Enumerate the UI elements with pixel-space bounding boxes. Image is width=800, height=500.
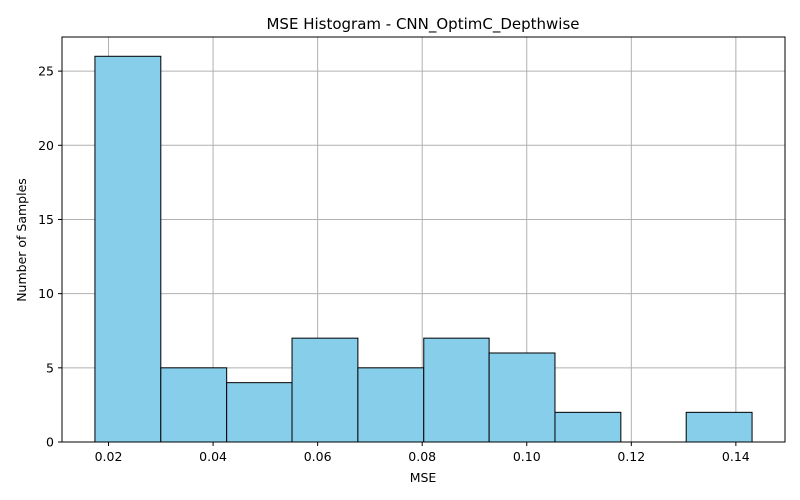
y-tick-label: 15 <box>38 212 54 227</box>
histogram-bar <box>94 55 162 443</box>
x-tick-label: 0.14 <box>722 449 750 464</box>
x-tick-label: 0.10 <box>513 449 541 464</box>
histogram-bar <box>554 411 622 443</box>
chart-title: MSE Histogram - CNN_OptimC_Depthwise <box>266 15 579 34</box>
histogram-bar <box>488 352 556 443</box>
x-tick-label: 0.02 <box>95 449 123 464</box>
x-tick-label: 0.12 <box>617 449 645 464</box>
plot-frame <box>61 36 786 443</box>
histogram-bar <box>160 367 228 443</box>
histogram-bar <box>226 382 293 443</box>
y-axis-ticks: 0 5 10 15 20 25 <box>38 64 62 450</box>
histogram-bar <box>685 411 753 443</box>
x-tick-label: 0.06 <box>304 449 332 464</box>
x-axis-ticks: 0.02 0.04 0.06 0.08 0.10 0.12 0.14 <box>95 442 750 464</box>
y-tick-label: 10 <box>38 286 54 301</box>
histogram-bar <box>357 367 425 443</box>
x-tick-label: 0.04 <box>199 449 227 464</box>
histogram-bars <box>94 55 753 443</box>
y-tick-label: 5 <box>46 360 54 375</box>
y-tick-label: 20 <box>38 138 54 153</box>
y-tick-label: 25 <box>38 64 54 79</box>
x-axis-label: MSE <box>410 470 437 485</box>
histogram-bar <box>291 337 359 443</box>
histogram-bar <box>423 337 490 443</box>
y-tick-label: 0 <box>46 435 54 450</box>
x-tick-label: 0.08 <box>408 449 436 464</box>
y-axis-label: Number of Samples <box>14 178 29 302</box>
